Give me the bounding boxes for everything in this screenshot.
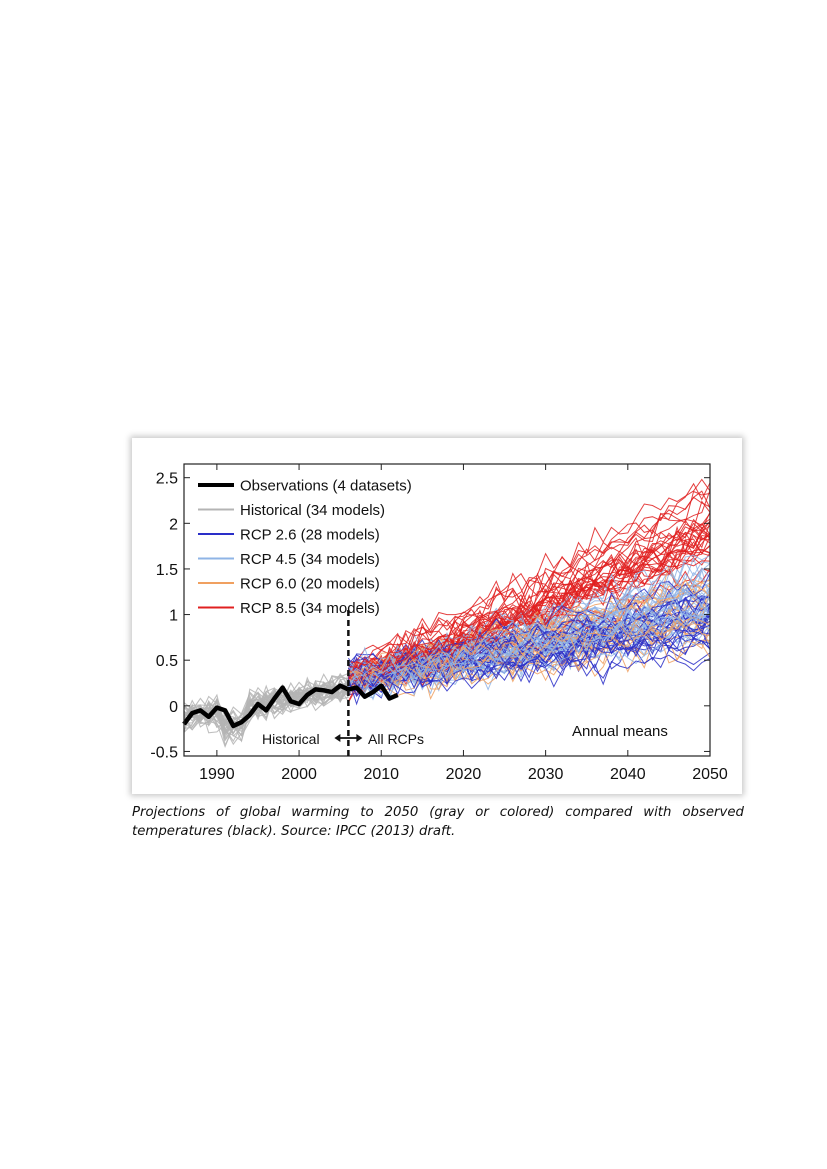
series-line-rcp-8-5 (347, 500, 711, 681)
series-line-rcp-6-0 (348, 578, 711, 676)
legend-label: RCP 2.6 (28 models) (240, 527, 380, 544)
legend-label: Historical (34 models) (240, 502, 385, 519)
historical-model-line (183, 682, 349, 743)
series-line-rcp-4-5 (348, 624, 711, 701)
x-tick-label: 2000 (281, 766, 317, 783)
series-line-rcp-4-5 (348, 554, 711, 674)
y-tick-label: 1 (169, 608, 178, 625)
legend-label: RCP 6.0 (20 models) (240, 576, 380, 593)
y-tick-label: 1.5 (156, 562, 178, 579)
x-tick-label: 2020 (446, 766, 482, 783)
y-tick-label: 2.5 (156, 471, 178, 488)
series-line-rcp-8-5 (348, 513, 711, 673)
y-tick-label: 0.5 (156, 653, 178, 670)
series-line-rcp-4-5 (348, 591, 711, 688)
x-tick-label: 2040 (610, 766, 646, 783)
axes-layer: -0.5 0 0.5 1 1.5 2 2.5 1990 2000 2010 2020 2030 2040… (150, 463, 728, 783)
legend-label: RCP 4.5 (34 models) (240, 551, 380, 568)
annotation-layer: Annual means Historical All RCPs (262, 723, 668, 747)
legend: Observations (4 datasets) Historical (34 … (198, 478, 412, 617)
y-tick-label: 0 (169, 699, 178, 716)
series-layer (182, 478, 711, 749)
historical-model-line (183, 682, 349, 737)
observations-line (182, 683, 399, 729)
figure-caption: Projections of global warming to 2050 (g… (132, 803, 744, 841)
x-tick-label: 2050 (692, 766, 728, 783)
x-tick-label: 2010 (363, 766, 399, 783)
series-line-rcp-2-6 (348, 620, 711, 691)
series-line-rcp-6-0 (348, 619, 711, 690)
series-line-rcp-2-6 (348, 596, 711, 683)
x-tick-label: 2030 (528, 766, 564, 783)
historical-model-line (183, 681, 349, 730)
divider-label-rcps: All RCPs (368, 731, 424, 747)
chart-figure: -0.5 0 0.5 1 1.5 2 2.5 1990 2000 2010 2020 2030 2040… (132, 438, 742, 794)
legend-label: RCP 8.5 (34 models) (240, 600, 380, 617)
series-line-rcp-4-5 (348, 587, 711, 678)
annotation-annual-means: Annual means (572, 723, 668, 740)
y-tick-label: -0.5 (150, 744, 178, 761)
chart-svg: -0.5 0 0.5 1 1.5 2 2.5 1990 2000 2010 2020 2030 2040… (150, 463, 728, 783)
caption-line-1: Projections of global warming to 2050 (g… (132, 805, 744, 820)
x-tick-label: 1990 (199, 766, 235, 783)
divider-arrowhead-left (334, 734, 341, 742)
plot-frame (183, 463, 711, 757)
series-line-rcp-4-5 (348, 606, 711, 695)
divider-arrowhead-right (356, 734, 363, 742)
caption-line-2: temperatures (black). Source: IPCC (2013… (132, 824, 456, 839)
legend-label: Observations (4 datasets) (240, 478, 412, 495)
series-line-rcp-2-6 (347, 624, 711, 696)
divider-label-historical: Historical (262, 731, 320, 747)
y-tick-label: 2 (169, 516, 178, 533)
series-line-rcp-2-6 (347, 654, 711, 706)
